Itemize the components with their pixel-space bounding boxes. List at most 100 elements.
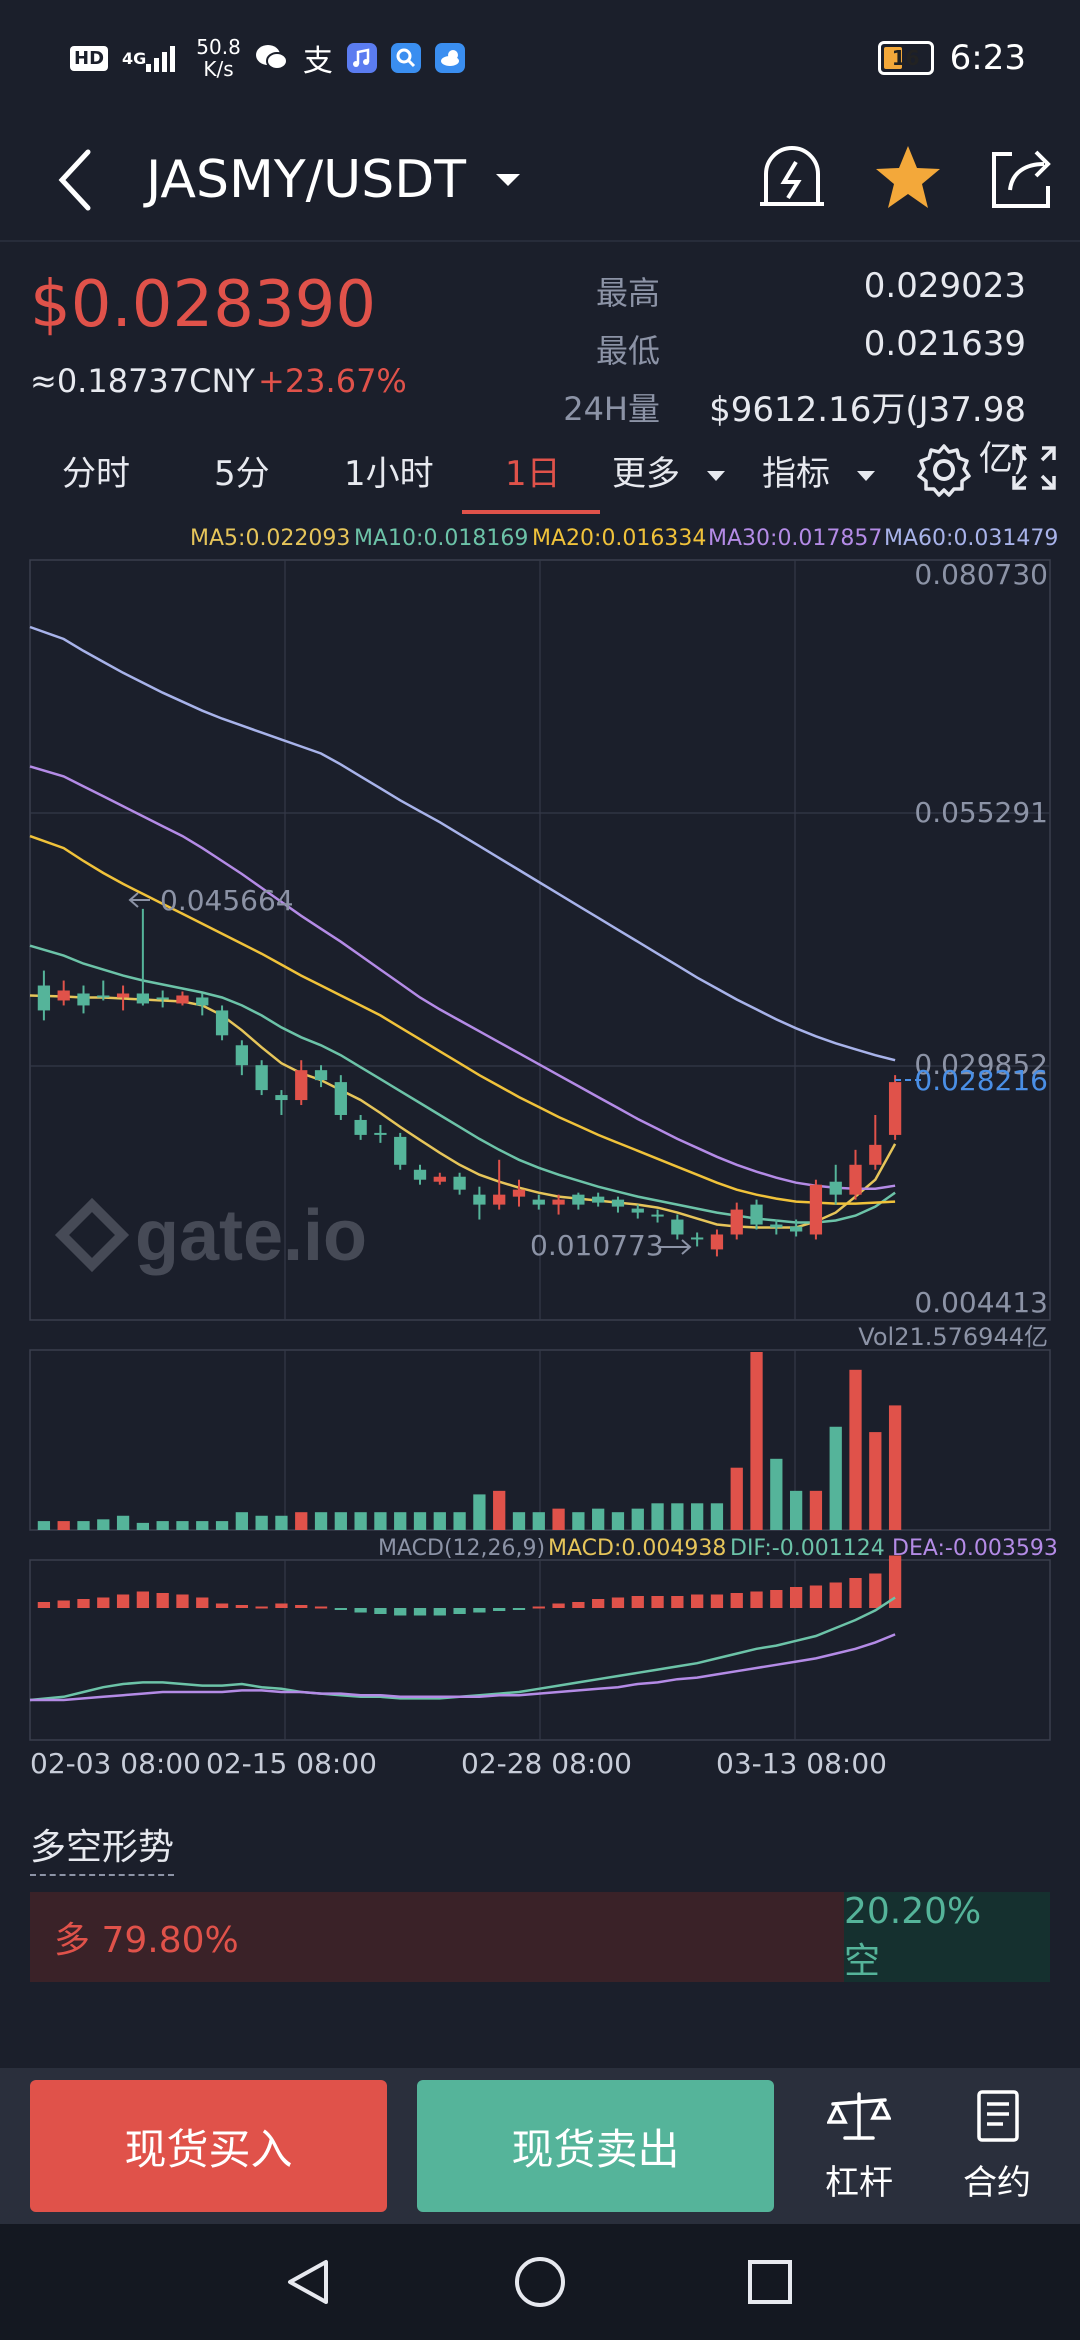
candle-body [473, 1194, 486, 1205]
macd-bar [57, 1600, 70, 1608]
macd-bar [552, 1603, 565, 1608]
volume-bar [394, 1512, 407, 1530]
share-icon[interactable] [982, 138, 1062, 218]
back-icon[interactable] [44, 138, 114, 222]
volume-bar [572, 1512, 585, 1530]
chevron-down-icon [706, 470, 725, 481]
macd-bar [611, 1597, 625, 1608]
volume-bar [275, 1515, 288, 1530]
ma30-line [29, 765, 896, 1190]
dea-legend: DEA:-0.003593 [892, 1536, 1058, 1561]
candle-body [710, 1234, 724, 1250]
cny-price: ≈0.18737CNY [30, 362, 255, 400]
favorite-star-icon[interactable] [868, 138, 948, 218]
macd-bar [374, 1608, 387, 1614]
header: JASMY/USDT [0, 120, 1080, 242]
tab-1day[interactable]: 1日 [505, 454, 561, 494]
candle-body [651, 1214, 664, 1217]
system-nav-bar [0, 2224, 1080, 2340]
y-tick-label: 0.080730 [914, 558, 1048, 591]
volume-bar [156, 1521, 169, 1530]
macd-bar [235, 1605, 248, 1608]
candle-body [611, 1199, 625, 1207]
spot-buy-button[interactable]: 现货买入 [30, 2080, 387, 2212]
leverage-button[interactable]: 杠杆 [804, 2088, 914, 2208]
volume-24h-value: $9612.16万(J37.98亿) [709, 390, 1026, 479]
svg-text:gate.io: gate.io [135, 1196, 367, 1276]
chevron-down-icon [856, 470, 875, 481]
tab-more[interactable]: 更多 [612, 446, 727, 495]
tab-5min[interactable]: 5分 [214, 454, 270, 494]
macd-bar [156, 1593, 169, 1608]
macd-bar [532, 1606, 545, 1609]
macd-bar [750, 1591, 763, 1608]
battery-icon: 16 [877, 41, 934, 75]
kline-chart[interactable]: MA5:0.022093 MA10:0.018169 MA20:0.016334… [0, 520, 1080, 1820]
macd-bar [829, 1582, 842, 1608]
short-ratio: 20.20% 空 [843, 1891, 1050, 1982]
price-alert-icon[interactable] [752, 138, 832, 218]
nav-home-icon[interactable] [512, 2254, 568, 2310]
macd-bar [275, 1603, 288, 1608]
candle-body [869, 1144, 882, 1165]
macd-bar [789, 1587, 803, 1608]
macd-params-legend: MACD(12,26,9) [378, 1536, 545, 1561]
volume-bar [77, 1521, 90, 1530]
spot-sell-button[interactable]: 现货卖出 [417, 2080, 774, 2212]
tab-1hour[interactable]: 1小时 [344, 454, 434, 494]
tab-timeshare[interactable]: 分时 [62, 454, 130, 494]
candle-body [691, 1237, 704, 1240]
macd-bar [136, 1591, 150, 1608]
long-short-title[interactable]: 多空形势 [30, 1818, 175, 1876]
dif-legend: DIF:-0.001124 [730, 1536, 885, 1561]
low-value: 0.021639 [863, 324, 1026, 364]
volume-bar [631, 1508, 644, 1530]
settings-gear-icon[interactable] [914, 440, 974, 500]
volume-24h-label: 24H量 [563, 390, 660, 428]
volume-bar [314, 1512, 328, 1530]
y-tick-label: 0.029852 [914, 1048, 1048, 1081]
ma60-legend: MA60:0.031479 [884, 526, 1059, 551]
contract-button[interactable]: 合约 [942, 2088, 1052, 2208]
macd-bar [116, 1594, 130, 1608]
candle-body [849, 1164, 862, 1195]
fullscreen-icon[interactable] [1010, 444, 1058, 492]
candle-body [37, 985, 51, 1011]
high-value: 0.029023 [863, 266, 1026, 306]
high-marker-label: 0.045664 [160, 884, 294, 917]
hd-icon: HD [70, 45, 109, 71]
high-label: 最高 [595, 274, 660, 312]
macd-bar [433, 1608, 446, 1616]
volume-bar [651, 1503, 664, 1530]
dea-line [30, 1633, 896, 1702]
tab-indicators[interactable]: 指标 [762, 446, 877, 495]
candle-body [552, 1199, 565, 1205]
pair-title[interactable]: JASMY/USDT [146, 150, 467, 210]
candle-body [97, 995, 110, 998]
macd-bar [97, 1597, 110, 1608]
candle-body [453, 1176, 466, 1190]
volume-bar [413, 1512, 427, 1530]
leverage-label: 杠杆 [825, 2163, 893, 2203]
macd-bar [710, 1594, 724, 1608]
x-tick-label: 02-28 08:00 [461, 1747, 632, 1780]
candle-body [354, 1119, 367, 1135]
macd-bar [37, 1602, 51, 1608]
macd-bar [334, 1608, 347, 1610]
x-tick-label: 03-13 08:00 [716, 1747, 887, 1780]
nav-recents-icon[interactable] [744, 2256, 796, 2308]
candle-body [413, 1169, 427, 1180]
volume-bar [374, 1512, 387, 1530]
macd-bar [651, 1596, 664, 1608]
volume-bar [849, 1369, 862, 1530]
chevron-down-icon[interactable] [488, 160, 528, 200]
nav-back-icon[interactable] [282, 2256, 334, 2308]
volume-bar [671, 1503, 684, 1530]
contract-label: 合约 [963, 2163, 1031, 2203]
volume-bar [730, 1467, 743, 1530]
macd-bar [394, 1608, 407, 1616]
volume-bar [512, 1512, 526, 1530]
volume-label: Vol21.576944亿 [858, 1323, 1048, 1351]
macd-bar [809, 1585, 823, 1608]
volume-bar [235, 1512, 248, 1530]
